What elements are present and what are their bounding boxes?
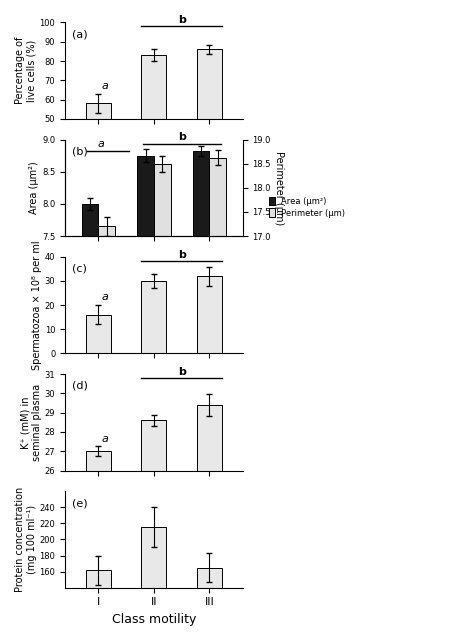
Bar <box>82 204 98 641</box>
Text: a: a <box>101 81 108 91</box>
Text: (a): (a) <box>72 29 88 39</box>
Bar <box>210 158 226 641</box>
Y-axis label: Protein concentration
(mg 100 ml⁻¹): Protein concentration (mg 100 ml⁻¹) <box>15 487 36 592</box>
Y-axis label: Spermatozoa × 10⁸ per ml: Spermatozoa × 10⁸ per ml <box>32 240 42 370</box>
Y-axis label: Percentage of
live cells (%): Percentage of live cells (%) <box>15 37 36 104</box>
Y-axis label: Area (μm²): Area (μm²) <box>29 162 39 214</box>
Text: (c): (c) <box>72 263 87 274</box>
Bar <box>197 405 222 641</box>
Text: (d): (d) <box>72 381 88 391</box>
Bar <box>197 49 222 215</box>
Y-axis label: Perimeter (μm): Perimeter (μm) <box>274 151 284 225</box>
Bar <box>141 55 166 215</box>
Text: (b): (b) <box>72 146 88 156</box>
Text: b: b <box>178 15 186 26</box>
Bar <box>141 420 166 641</box>
X-axis label: Class motility: Class motility <box>112 613 196 626</box>
Bar <box>86 570 111 641</box>
Text: a: a <box>101 433 108 444</box>
Y-axis label: K⁺ (mM) in
seminal plasma: K⁺ (mM) in seminal plasma <box>20 384 42 461</box>
Bar <box>86 451 111 641</box>
Bar <box>98 226 115 641</box>
Text: b: b <box>178 250 186 260</box>
Legend: Area (μm²), Perimeter (μm): Area (μm²), Perimeter (μm) <box>269 197 345 217</box>
Bar <box>137 156 154 641</box>
Bar <box>197 568 222 641</box>
Bar <box>141 281 166 353</box>
Bar <box>86 103 111 215</box>
Text: b: b <box>178 131 186 142</box>
Bar <box>197 276 222 353</box>
Bar <box>193 151 210 641</box>
Bar <box>86 315 111 353</box>
Bar <box>154 164 171 641</box>
Text: a: a <box>98 139 105 149</box>
Text: b: b <box>178 367 186 377</box>
Bar <box>141 527 166 641</box>
Text: (e): (e) <box>72 498 88 508</box>
Text: a: a <box>101 292 108 302</box>
